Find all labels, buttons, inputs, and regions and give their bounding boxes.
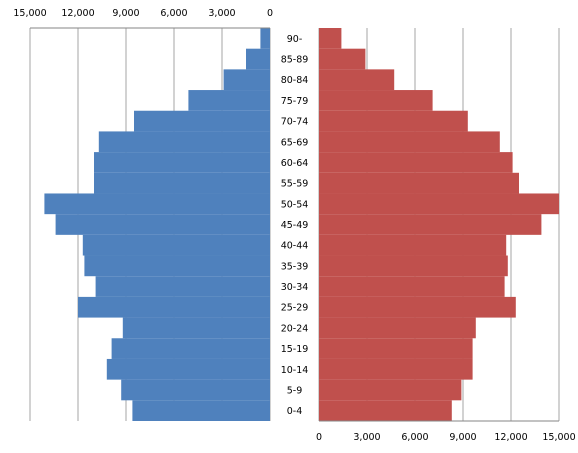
bar-right-10-14 bbox=[319, 358, 473, 380]
bar-right-15-19 bbox=[319, 338, 473, 359]
bar-right-70-74 bbox=[319, 110, 468, 132]
bar-left-65-69 bbox=[98, 131, 270, 153]
bar-left-60-64 bbox=[94, 152, 270, 173]
top-axis-tick-label: 0 bbox=[267, 8, 273, 19]
category-label: 45-49 bbox=[281, 220, 309, 231]
bar-right-50-54 bbox=[319, 193, 559, 215]
category-label: 20-24 bbox=[281, 323, 309, 334]
bar-right-0-4 bbox=[319, 400, 452, 421]
category-label: 10-14 bbox=[281, 365, 309, 376]
bar-right-90- bbox=[319, 28, 342, 49]
category-label: 55-59 bbox=[281, 179, 309, 190]
bar-right-25-29 bbox=[319, 296, 516, 318]
category-label: 5-9 bbox=[287, 385, 303, 396]
bar-left-90- bbox=[260, 28, 270, 49]
bar-right-85-89 bbox=[319, 48, 366, 70]
bar-right-35-39 bbox=[319, 255, 508, 277]
bar-left-20-24 bbox=[122, 317, 270, 339]
axes bbox=[30, 27, 559, 422]
top-axis-tick-label: 9,000 bbox=[112, 8, 139, 19]
bar-right-5-9 bbox=[319, 379, 462, 401]
top-axis-tick-label: 3,000 bbox=[208, 8, 235, 19]
bottom-axis-tick-label: 9,000 bbox=[449, 432, 476, 443]
top-axis-tick-label: 12,000 bbox=[61, 8, 94, 19]
bar-left-55-59 bbox=[94, 172, 270, 194]
category-label: 35-39 bbox=[281, 261, 309, 272]
bar-left-75-79 bbox=[188, 90, 270, 111]
bottom-axis-tick-label: 15,000 bbox=[542, 432, 575, 443]
bar-left-70-74 bbox=[134, 110, 270, 132]
bar-right-55-59 bbox=[319, 172, 519, 194]
bottom-axis-tick-label: 6,000 bbox=[401, 432, 428, 443]
bars bbox=[44, 28, 559, 421]
bar-right-65-69 bbox=[319, 131, 500, 153]
category-label: 80-84 bbox=[281, 75, 309, 86]
bar-left-25-29 bbox=[78, 296, 270, 318]
category-label: 90- bbox=[287, 34, 303, 45]
category-label: 30-34 bbox=[281, 282, 309, 293]
bar-right-40-44 bbox=[319, 234, 507, 256]
bottom-axis-tick-label: 12,000 bbox=[494, 432, 527, 443]
category-label: 0-4 bbox=[287, 406, 303, 417]
category-label: 65-69 bbox=[281, 137, 309, 148]
bottom-axis-tick-label: 0 bbox=[316, 432, 322, 443]
category-label: 85-89 bbox=[281, 55, 309, 66]
category-label: 75-79 bbox=[281, 96, 309, 107]
category-label: 60-64 bbox=[281, 158, 309, 169]
bar-right-80-84 bbox=[319, 69, 395, 91]
bar-left-10-14 bbox=[106, 358, 270, 380]
bar-left-35-39 bbox=[84, 255, 271, 277]
bar-right-20-24 bbox=[319, 317, 476, 339]
labels: 15,000 12,000 9,000 6,000 3,000 0 0 3,000 6,000 9… bbox=[13, 8, 575, 443]
category-label: 40-44 bbox=[281, 241, 309, 252]
bar-left-0-4 bbox=[132, 400, 270, 421]
top-axis-tick-label: 6,000 bbox=[160, 8, 187, 19]
bar-right-45-49 bbox=[319, 214, 542, 235]
bar-left-40-44 bbox=[82, 234, 270, 256]
category-label: 70-74 bbox=[281, 117, 309, 128]
category-label: 50-54 bbox=[281, 199, 309, 210]
category-label: 15-19 bbox=[281, 344, 309, 355]
bar-left-85-89 bbox=[246, 48, 270, 70]
bar-right-60-64 bbox=[319, 152, 513, 173]
bar-right-75-79 bbox=[319, 90, 433, 111]
bar-left-15-19 bbox=[111, 338, 270, 359]
top-axis-tick-label: 15,000 bbox=[13, 8, 46, 19]
bar-right-30-34 bbox=[319, 276, 505, 297]
bar-left-50-54 bbox=[44, 193, 271, 215]
bar-left-80-84 bbox=[223, 69, 270, 91]
bar-left-45-49 bbox=[55, 214, 270, 235]
bar-left-30-34 bbox=[95, 276, 270, 297]
category-label: 25-29 bbox=[281, 303, 309, 314]
bottom-axis-tick-label: 3,000 bbox=[353, 432, 380, 443]
bar-left-5-9 bbox=[121, 379, 270, 401]
